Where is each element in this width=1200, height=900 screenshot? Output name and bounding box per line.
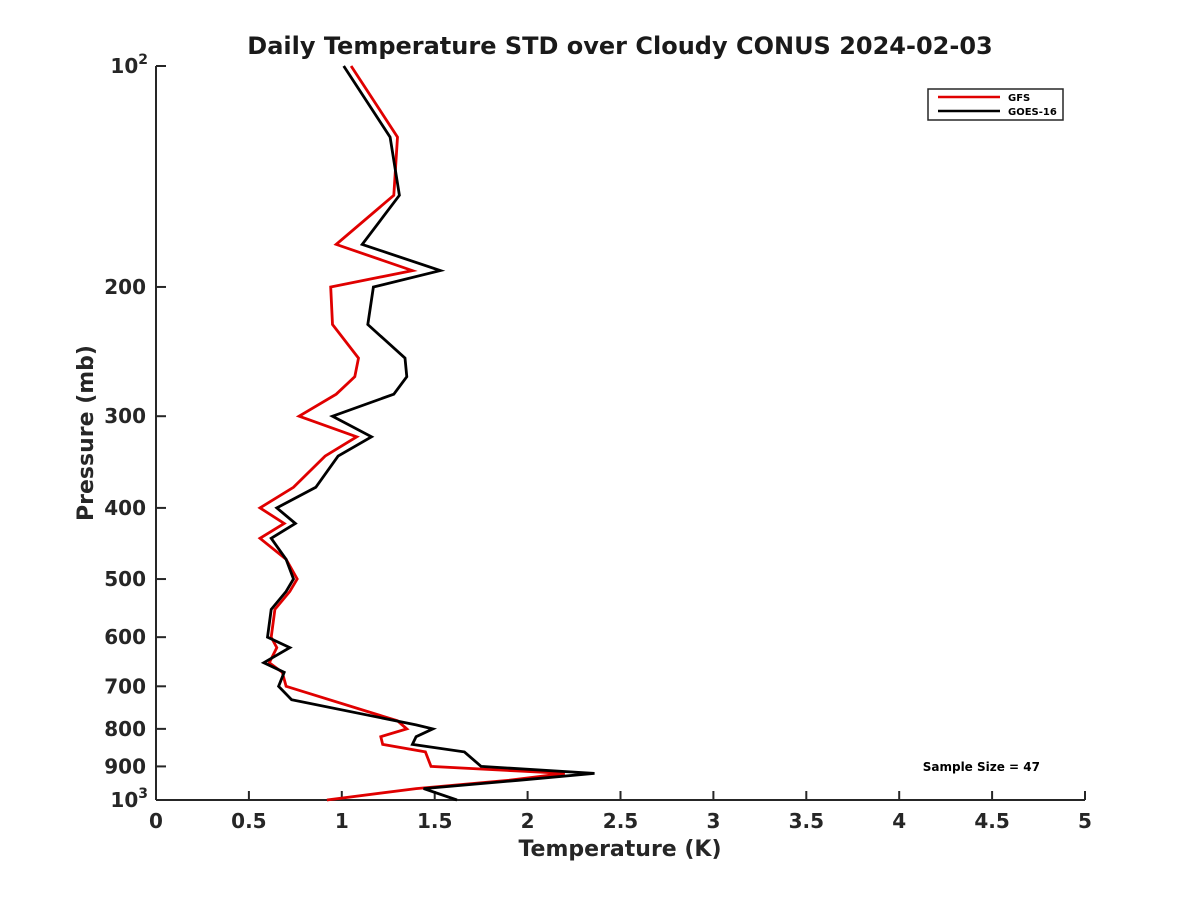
y-tick-label: 600 bbox=[104, 625, 146, 649]
x-tick-label: 5 bbox=[1078, 809, 1092, 833]
y-axis-label: Pressure (mb) bbox=[74, 345, 99, 521]
x-axis-label: Temperature (K) bbox=[518, 837, 721, 862]
series-line-goes-16 bbox=[260, 65, 595, 802]
x-axis-ticks: 0 0.5 1 1.5 2 2.5 3 3.5 4 4.5 5 bbox=[149, 791, 1092, 833]
y-tick-label: 400 bbox=[104, 496, 146, 520]
legend-label-gfs: GFS bbox=[1008, 93, 1030, 104]
y-tick-label: 800 bbox=[104, 717, 146, 741]
x-tick-label: 0 bbox=[149, 809, 163, 833]
legend: GFS GOES-16 bbox=[927, 88, 1064, 121]
y-axis-ticks: 102 200 300 400 500 600 700 800 900 103 bbox=[104, 52, 166, 812]
chart-title: Daily Temperature STD over Cloudy CONUS … bbox=[247, 32, 992, 60]
y-tick-label: 102 bbox=[110, 52, 148, 78]
legend-box bbox=[927, 88, 1064, 121]
x-tick-label: 3.5 bbox=[789, 809, 824, 833]
sample-size-annotation: Sample Size = 47 bbox=[923, 760, 1040, 774]
x-tick-label: 1 bbox=[335, 809, 349, 833]
x-tick-label: 2 bbox=[521, 809, 535, 833]
series-lines bbox=[257, 65, 595, 802]
y-tick-label: 200 bbox=[104, 275, 146, 299]
x-tick-label: 0.5 bbox=[231, 809, 266, 833]
legend-label-goes-16: GOES-16 bbox=[1008, 107, 1057, 118]
y-tick-label: 500 bbox=[104, 567, 146, 591]
x-tick-label: 3 bbox=[706, 809, 720, 833]
x-tick-label: 4 bbox=[892, 809, 906, 833]
x-tick-label: 1.5 bbox=[417, 809, 452, 833]
x-tick-label: 2.5 bbox=[603, 809, 638, 833]
series-line-gfs bbox=[257, 65, 565, 802]
y-tick-label: 103 bbox=[110, 786, 148, 812]
y-tick-label: 900 bbox=[104, 754, 146, 778]
y-tick-label: 300 bbox=[104, 404, 146, 428]
y-tick-label: 700 bbox=[104, 674, 146, 698]
x-tick-label: 4.5 bbox=[974, 809, 1009, 833]
